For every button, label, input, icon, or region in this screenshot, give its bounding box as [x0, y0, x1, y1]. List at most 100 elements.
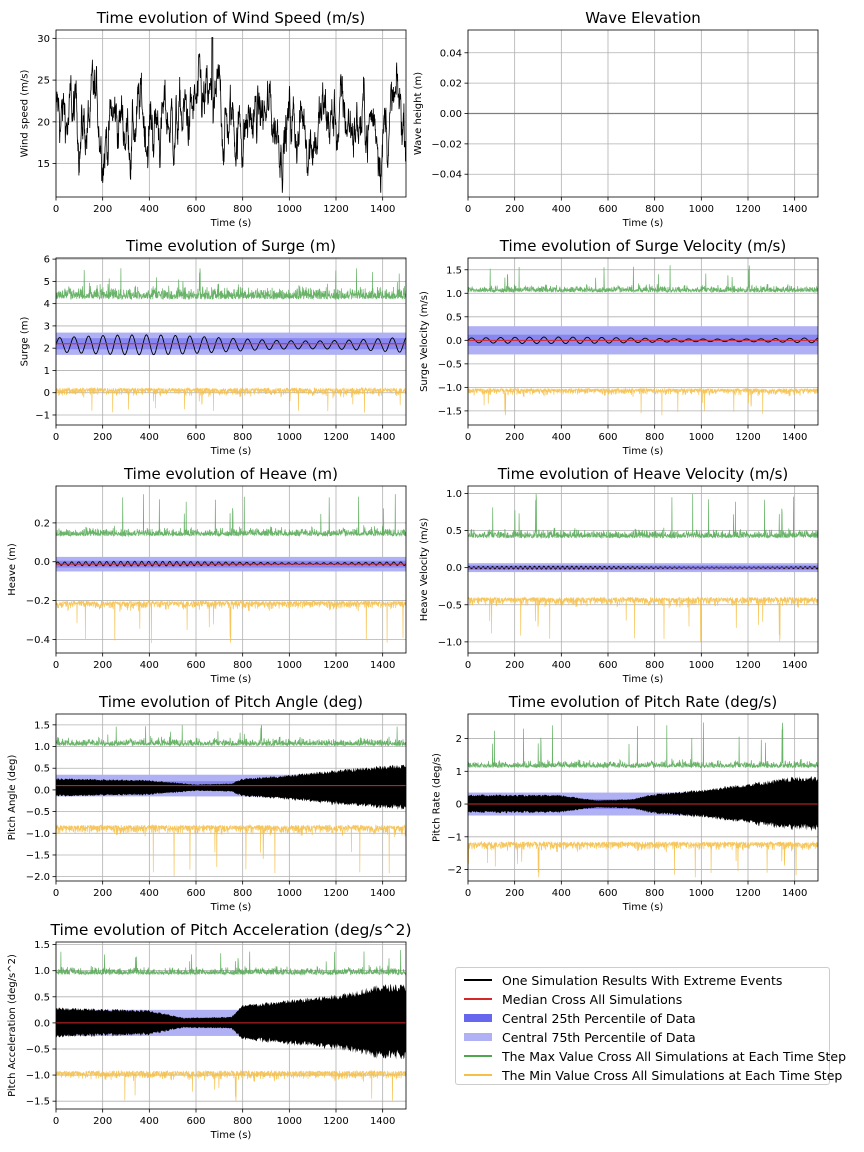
legend-label-sim: One Simulation Results With Extreme Even…: [502, 972, 783, 988]
y-tick-label: 0: [44, 388, 50, 399]
x-tick-label: 0: [465, 204, 471, 215]
y-tick-label: −0.4: [26, 635, 50, 646]
legend-swatch-min: [464, 1074, 492, 1076]
series-wind-speed: [56, 37, 406, 193]
x-tick-label: 1200: [323, 432, 348, 443]
y-tick-label: −1.5: [438, 406, 462, 417]
legend-swatch-p75: [464, 1033, 492, 1041]
y-tick-label: −1.5: [26, 1097, 50, 1108]
x-tick-label: 1000: [277, 204, 302, 215]
x-axis-label: Time (s): [622, 446, 664, 457]
series-max: [56, 949, 406, 976]
x-tick-label: 200: [505, 204, 524, 215]
chart-title: Time evolution of Surge Velocity (m/s): [499, 237, 786, 255]
legend-item-min: The Min Value Cross All Simulations at E…: [464, 1066, 842, 1084]
plot-area: [56, 494, 406, 644]
y-tick-label: 1.0: [446, 489, 462, 500]
axes-frame: [55, 941, 407, 1110]
chart-heave: 0 200 400 600 800 1000 1200 1400 −0.4 −0.2 0.0 0.2 T…: [7, 465, 407, 685]
x-axis-label: Time (s): [210, 446, 252, 457]
y-tick-label: −0.5: [438, 359, 462, 370]
x-axis-label: Time (s): [622, 218, 664, 229]
x-tick-label: 1200: [735, 432, 760, 443]
x-tick-label: 600: [186, 660, 205, 671]
x-axis-label: Time (s): [210, 674, 252, 685]
y-tick-label: −1.0: [26, 1071, 50, 1082]
y-tick-label: 0.2: [34, 518, 50, 529]
legend-label-min: The Min Value Cross All Simulations at E…: [502, 1067, 843, 1083]
y-axis-label: Wave height (m): [413, 72, 424, 155]
y-tick-label: −0.02: [431, 139, 462, 150]
y-tick-label: 1.5: [34, 940, 50, 951]
legend-swatch-p25: [464, 1014, 492, 1022]
series-simulation: [468, 336, 818, 345]
y-tick-label: 1: [44, 366, 50, 377]
x-tick-label: 1200: [735, 660, 760, 671]
x-tick-label: 1400: [370, 660, 395, 671]
series-min: [56, 386, 406, 413]
legend-swatch-sim: [464, 979, 492, 981]
legend-item-p75: Central 75th Percentile of Data: [464, 1028, 696, 1046]
y-tick-label: 5: [44, 277, 50, 288]
y-tick-label: 30: [37, 34, 50, 45]
x-tick-label: 0: [465, 432, 471, 443]
x-tick-label: 0: [53, 660, 59, 671]
x-tick-label: 1400: [370, 1116, 395, 1127]
x-tick-label: 400: [140, 888, 159, 899]
x-tick-label: 600: [186, 888, 205, 899]
x-tick-label: 600: [598, 204, 617, 215]
y-tick-label: −2: [447, 865, 462, 876]
axes-frame: [55, 485, 407, 654]
plot-area: [468, 265, 818, 416]
x-tick-label: 400: [552, 660, 571, 671]
x-tick-label: 1200: [735, 888, 760, 899]
chart-title: Time evolution of Pitch Angle (deg): [98, 693, 363, 711]
series-max: [56, 494, 406, 538]
y-tick-label: −2.0: [26, 872, 50, 883]
chart-title: Time evolution of Pitch Acceleration (de…: [49, 921, 411, 939]
y-axis-label: Heave Velocity (m/s): [419, 518, 430, 622]
plot-area: [56, 949, 406, 1101]
legend-item-max: The Max Value Cross All Simulations at E…: [464, 1047, 846, 1065]
y-tick-label: −1.0: [438, 383, 462, 394]
y-tick-label: 0.04: [440, 48, 462, 59]
x-tick-label: 200: [93, 660, 112, 671]
x-tick-label: 600: [598, 888, 617, 899]
chart-title: Time evolution of Heave Velocity (m/s): [497, 465, 789, 483]
y-tick-label: −0.04: [431, 170, 462, 181]
x-tick-label: 1200: [735, 204, 760, 215]
chart-title: Time evolution of Surge (m): [125, 237, 336, 255]
series-min: [468, 596, 818, 642]
x-axis-label: Time (s): [210, 902, 252, 913]
chart-heavevel: 0 200 400 600 800 1000 1200 1400 −1.0 −0.5 0.0 0.5 1…: [419, 465, 819, 685]
legend-label-median: Median Cross All Simulations: [502, 991, 683, 1007]
y-tick-label: 6: [44, 255, 50, 266]
y-tick-label: 0.0: [446, 563, 462, 574]
legend: One Simulation Results With Extreme Even…: [455, 967, 846, 1085]
x-tick-label: 0: [53, 1116, 59, 1127]
legend-item-sim: One Simulation Results With Extreme Even…: [464, 971, 782, 989]
y-tick-label: 15: [37, 159, 50, 170]
y-axis-label: Surge Velocity (m/s): [419, 291, 430, 392]
x-tick-label: 1400: [782, 204, 807, 215]
x-tick-label: 1000: [689, 432, 714, 443]
y-tick-label: 1.5: [446, 265, 462, 276]
x-tick-label: 1000: [689, 660, 714, 671]
y-axis-label: Wind speed (m/s): [20, 69, 31, 157]
y-tick-label: −1.5: [26, 850, 50, 861]
y-tick-label: 1.0: [34, 742, 50, 753]
legend-item-p25: Central 25th Percentile of Data: [464, 1009, 696, 1027]
plot-area: [56, 268, 406, 413]
x-tick-label: 400: [140, 432, 159, 443]
y-tick-label: −0.2: [26, 596, 50, 607]
x-tick-label: 800: [233, 204, 252, 215]
x-tick-label: 1000: [277, 432, 302, 443]
y-tick-label: 0.5: [34, 764, 50, 775]
chart-pitchacc: 0 200 400 600 800 1000 1200 1400 −1.5 −1.0 −0.5 0.0…: [7, 921, 411, 1141]
y-tick-label: 1.0: [446, 289, 462, 300]
x-tick-label: 600: [598, 432, 617, 443]
x-tick-label: 1000: [689, 204, 714, 215]
x-tick-label: 800: [645, 660, 664, 671]
chart-title: Time evolution of Heave (m): [123, 465, 338, 483]
